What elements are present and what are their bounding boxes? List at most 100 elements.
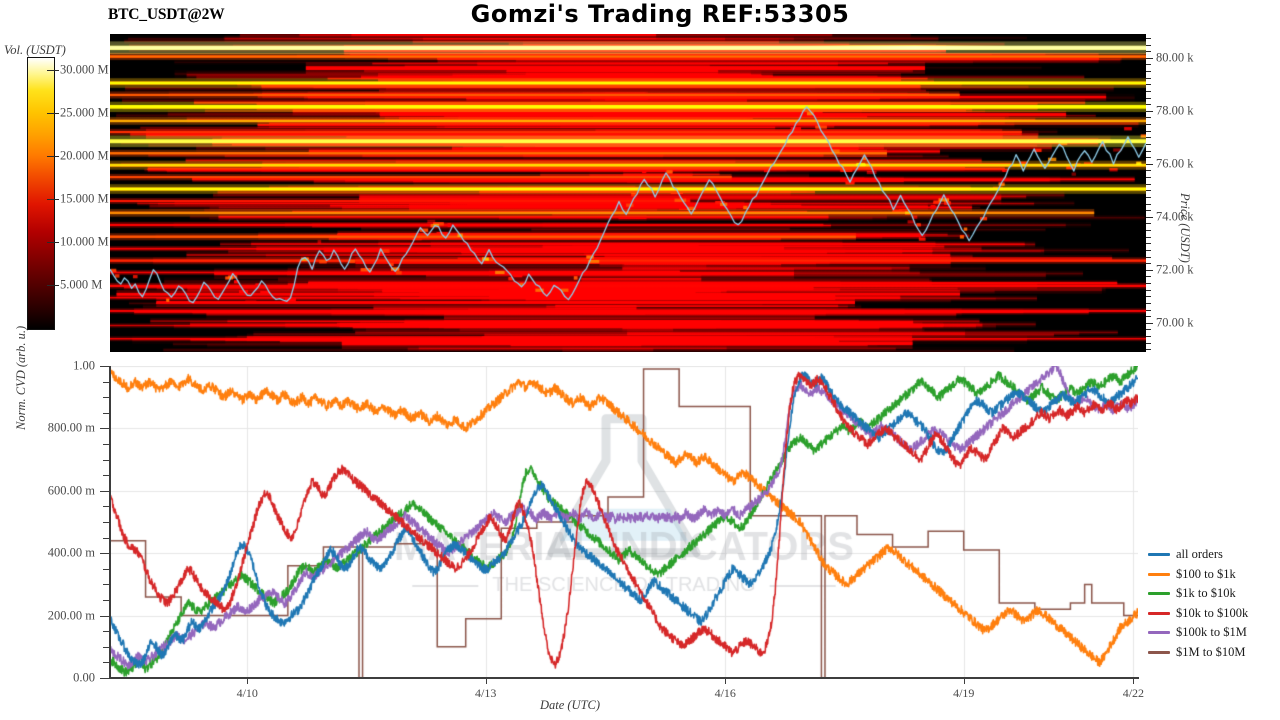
legend-item[interactable]: $100 to $1k — [1148, 565, 1276, 585]
price-minor-tick — [1146, 289, 1151, 291]
date-tick-label: 4/19 — [953, 686, 975, 700]
price-major-tick — [1146, 163, 1153, 165]
date-tick — [247, 678, 249, 684]
cvd-plot-panel[interactable] — [110, 366, 1138, 678]
price-minor-tick — [1146, 170, 1151, 172]
price-minor-tick — [1146, 190, 1151, 192]
date-tick-label: 4/22 — [1122, 686, 1145, 700]
legend-item-label: $100 to $1k — [1176, 566, 1236, 581]
cvd-tick-label: 0.00 — [73, 670, 95, 685]
colorbar-tick — [47, 69, 59, 71]
price-major-tick — [1146, 57, 1153, 59]
colorbar-tick-label: 10.000 M — [60, 234, 109, 249]
price-minor-tick — [1146, 150, 1151, 152]
price-minor-tick — [1146, 236, 1151, 238]
colorbar-tick — [47, 155, 59, 157]
price-minor-tick — [1146, 249, 1151, 251]
cvd-minor-tick — [103, 444, 109, 445]
cvd-minor-tick — [103, 600, 109, 601]
colorbar-tick — [47, 284, 59, 286]
price-tick-label: 72.00 k — [1156, 262, 1194, 277]
legend-item-label: $1k to $10k — [1176, 586, 1236, 601]
date-tick-label: 4/10 — [236, 686, 258, 700]
price-minor-tick — [1146, 316, 1151, 318]
cvd-minor-tick — [103, 537, 109, 539]
cvd-minor-tick — [103, 662, 109, 664]
cvd-minor-tick — [103, 397, 109, 399]
price-axis-title: Price (USDT) — [1178, 193, 1192, 263]
legend-item-label: $10k to $100k — [1176, 605, 1249, 620]
cvd-tick-label: 400.00 m — [47, 545, 95, 560]
price-minor-tick — [1146, 77, 1151, 79]
price-tick-label: 80.00 k — [1156, 50, 1194, 65]
price-minor-tick — [1146, 230, 1151, 232]
price-minor-tick — [1146, 183, 1151, 185]
price-minor-tick — [1146, 349, 1151, 351]
price-major-tick — [1146, 110, 1153, 112]
date-tick-label: 4/16 — [714, 686, 736, 700]
legend-color-swatch — [1148, 553, 1170, 557]
price-minor-tick — [1146, 37, 1151, 39]
legend-item[interactable]: $1k to $10k — [1148, 584, 1276, 604]
date-tick — [485, 678, 487, 684]
liquidity-heatmap-panel[interactable] — [110, 34, 1146, 352]
cvd-tick-label: 800.00 m — [47, 420, 95, 435]
cvd-major-tick — [100, 428, 109, 430]
price-minor-tick — [1146, 64, 1151, 66]
colorbar-tick — [47, 241, 59, 243]
price-minor-tick — [1146, 143, 1151, 145]
cvd-minor-tick — [103, 412, 109, 414]
cvd-plot-canvas — [110, 366, 1138, 678]
legend-item[interactable]: $100k to $1M — [1148, 623, 1276, 643]
price-minor-tick — [1146, 71, 1151, 73]
price-major-tick — [1146, 216, 1153, 218]
cvd-tick-label: 600.00 m — [47, 483, 95, 498]
date-axis-title: Date (UTC) — [0, 698, 1280, 713]
price-minor-tick — [1146, 157, 1151, 159]
cvd-major-tick — [100, 553, 109, 555]
cvd-major-tick — [100, 490, 109, 492]
legend-item-label: $100k to $1M — [1176, 625, 1247, 640]
price-minor-tick — [1146, 243, 1151, 245]
legend-color-swatch — [1148, 611, 1170, 615]
price-minor-tick — [1146, 44, 1151, 46]
colorbar-title: Vol. (USDT) — [4, 43, 66, 57]
price-minor-tick — [1146, 276, 1151, 278]
legend-item-label: $1M to $10M — [1176, 644, 1246, 659]
legend-color-swatch — [1148, 631, 1170, 635]
date-tick — [963, 678, 965, 684]
legend-item[interactable]: $10k to $100k — [1148, 604, 1276, 624]
series-legend: all orders $100 to $1k $1k to $10k $10k to … — [1148, 545, 1276, 662]
price-minor-tick — [1146, 296, 1151, 298]
price-minor-tick — [1146, 336, 1151, 338]
date-tick-label: 4/13 — [475, 686, 497, 700]
legend-color-swatch — [1148, 592, 1170, 596]
price-minor-tick — [1146, 342, 1151, 344]
legend-item[interactable]: all orders — [1148, 545, 1276, 565]
price-minor-tick — [1146, 210, 1151, 212]
cvd-minor-tick — [103, 631, 109, 633]
colorbar-tick-label: 5.000 M — [60, 277, 103, 292]
cvd-minor-tick — [103, 568, 109, 570]
price-minor-tick — [1146, 130, 1151, 132]
cvd-minor-tick — [103, 381, 109, 383]
price-minor-tick — [1146, 51, 1151, 53]
price-minor-tick — [1146, 329, 1151, 331]
date-tick — [1133, 678, 1135, 684]
cvd-x-axis-line — [109, 677, 1139, 679]
colorbar-tick-label: 25.000 M — [60, 105, 109, 120]
cvd-minor-tick — [103, 459, 109, 461]
cvd-major-tick — [100, 366, 109, 367]
colorbar-tick-label: 15.000 M — [60, 191, 109, 206]
price-tick-label: 70.00 k — [1156, 315, 1194, 330]
cvd-minor-tick — [103, 506, 109, 508]
price-tick-label: 74.00 k — [1156, 209, 1194, 224]
price-minor-tick — [1146, 124, 1151, 126]
price-major-tick — [1146, 269, 1153, 271]
price-major-tick — [1146, 322, 1153, 324]
legend-color-swatch — [1148, 650, 1170, 654]
price-minor-tick — [1146, 117, 1151, 119]
legend-item[interactable]: $1M to $10M — [1148, 643, 1276, 663]
colorbar-tick-label: 20.000 M — [60, 148, 109, 163]
